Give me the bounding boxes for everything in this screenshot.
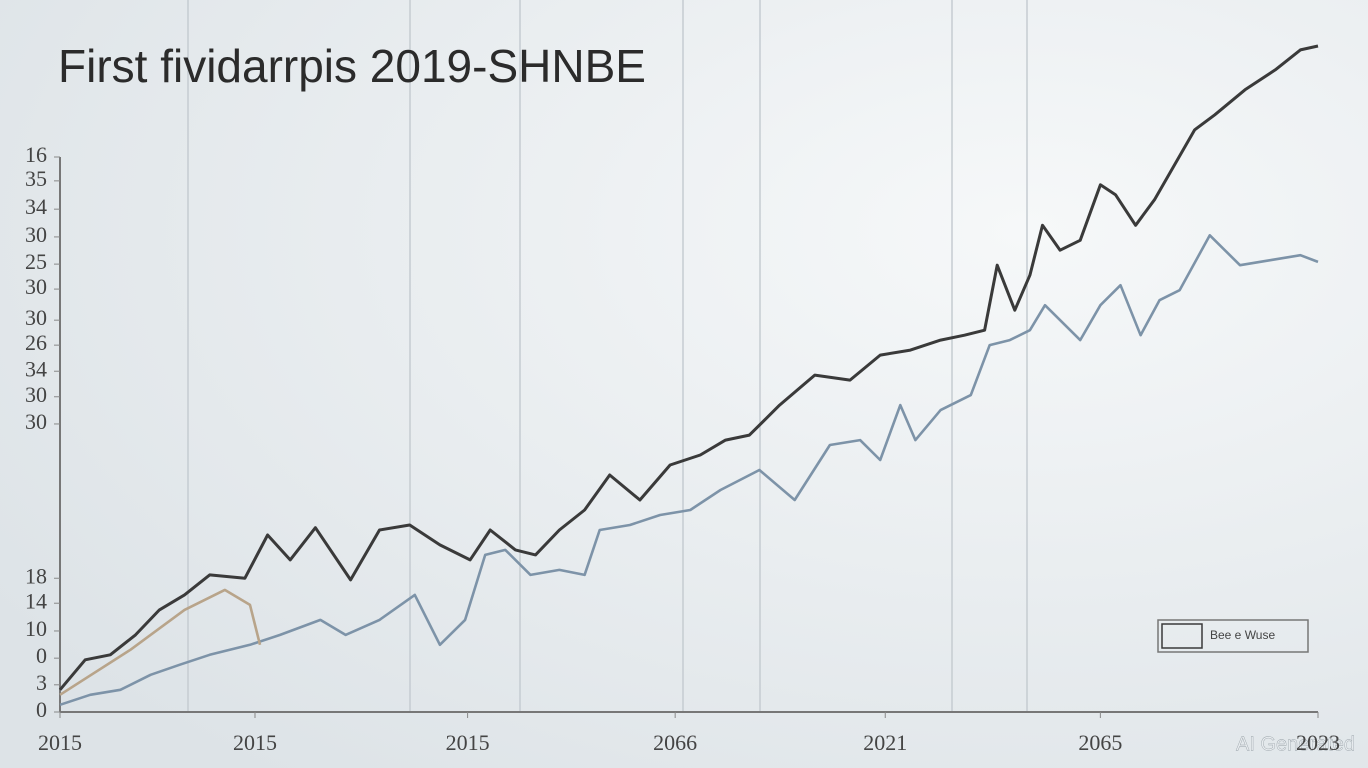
- y-tick-label: 34: [25, 356, 47, 381]
- y-tick-label: 35: [25, 166, 47, 191]
- data-line: [59, 234, 1319, 707]
- y-tick-label: 10: [25, 616, 47, 641]
- vertical-lines: [187, 0, 1028, 712]
- x-tick-label: 2015: [233, 730, 277, 755]
- legend-label: Bee e Wuse: [1210, 628, 1275, 642]
- data-line: [59, 588, 262, 696]
- y-tick-label: 30: [25, 274, 47, 299]
- y-tick-label: 18: [25, 563, 47, 588]
- x-tick-label: 2066: [653, 730, 697, 755]
- y-tick-label: 30: [25, 222, 47, 247]
- x-tick-label: 2065: [1078, 730, 1122, 755]
- y-tick-label: 0: [36, 643, 47, 668]
- y-tick-label: 30: [25, 382, 47, 407]
- x-tick-label: 2015: [38, 730, 82, 755]
- legend: [1157, 619, 1309, 653]
- y-tick-label: 26: [25, 330, 47, 355]
- y-tick-label: 3: [36, 670, 47, 695]
- chart-title: First fividarrpis 2019-SHNBE: [58, 40, 646, 92]
- watermark: AI Generated: [1236, 733, 1355, 755]
- y-tick-label: 14: [25, 588, 47, 613]
- y-tick-label: 0: [36, 697, 47, 722]
- legend-swatch: [1161, 623, 1203, 649]
- x-tick-label: 2023: [1296, 730, 1340, 755]
- x-tick-label: 2021: [863, 730, 907, 755]
- y-tick-label: 25: [25, 249, 47, 274]
- y-tick-label: 34: [25, 194, 47, 219]
- data-line: [58, 44, 1319, 691]
- y-tick-label: 16: [25, 142, 47, 167]
- y-tick-label: 30: [25, 409, 47, 434]
- y-tick-label: 30: [25, 305, 47, 330]
- x-tick-label: 2015: [446, 730, 490, 755]
